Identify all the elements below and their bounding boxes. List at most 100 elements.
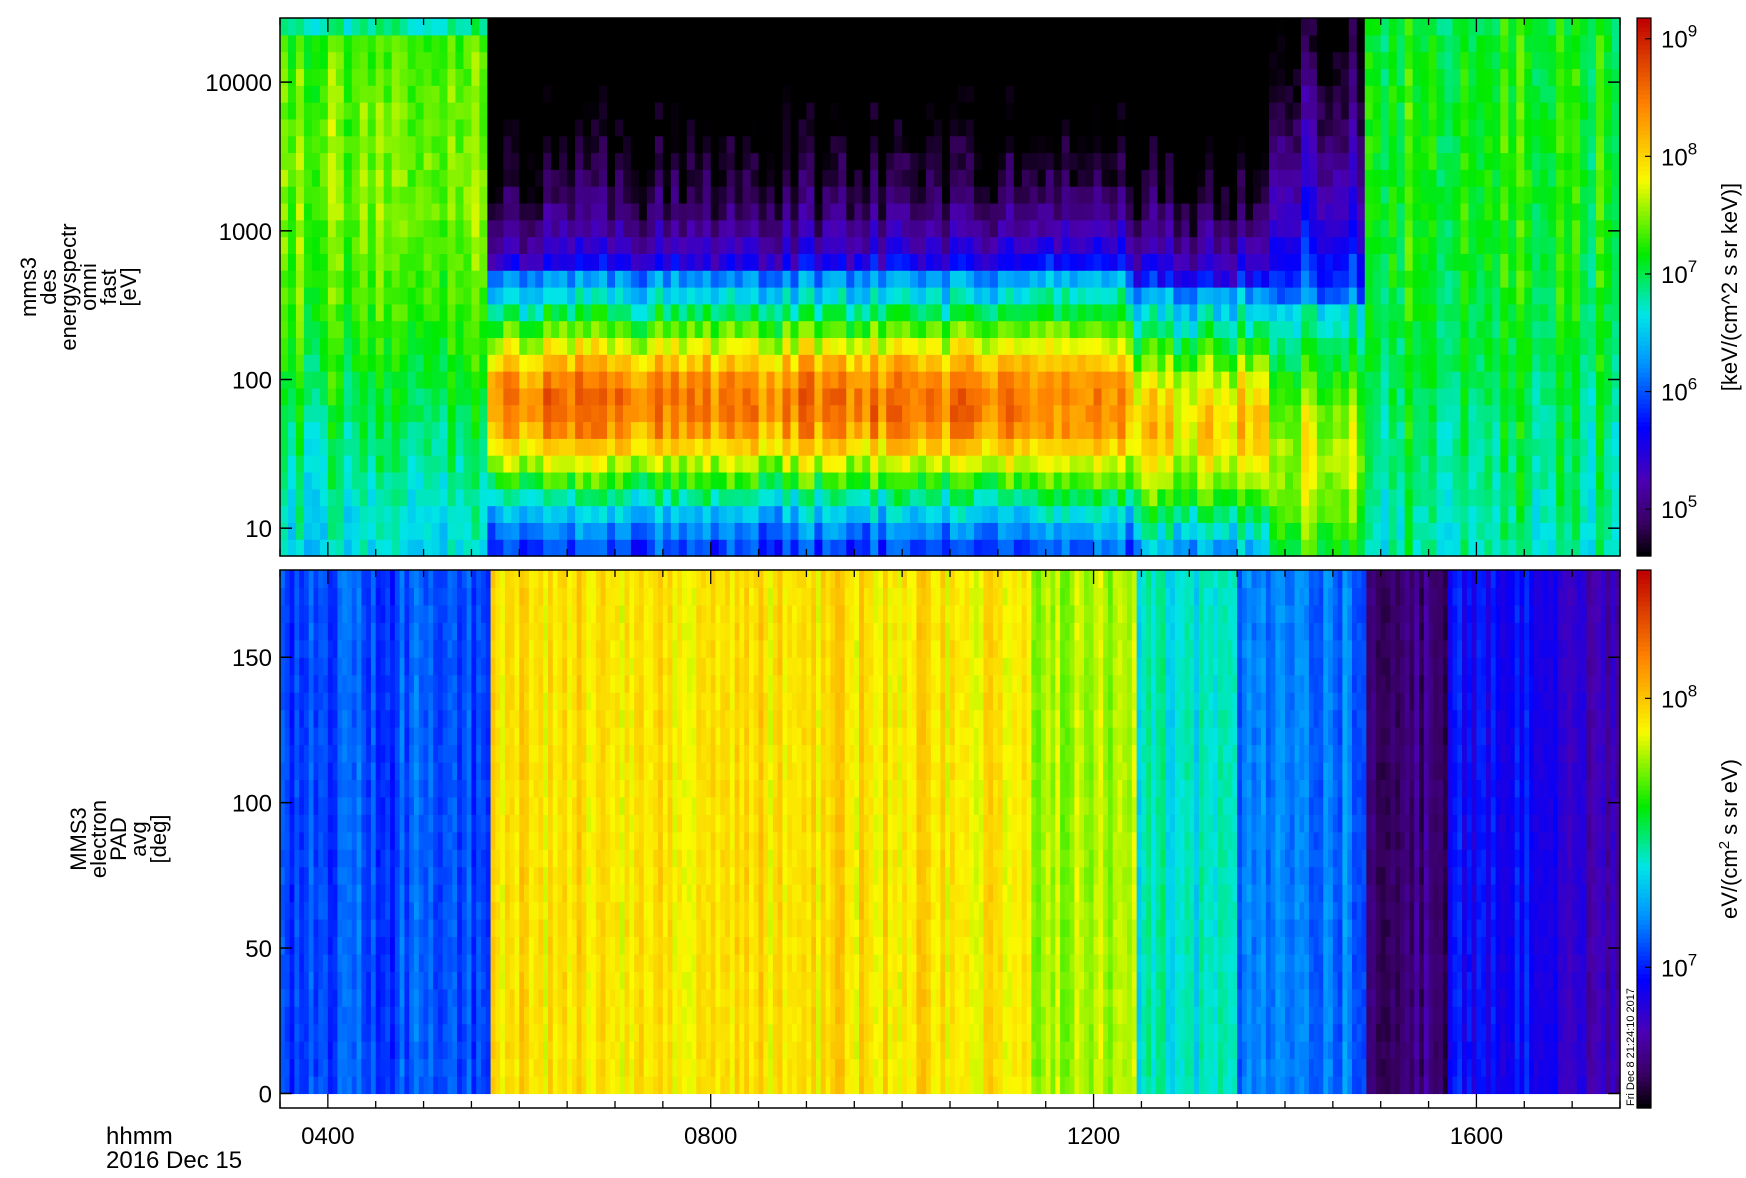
energy-heatmap-cell bbox=[814, 85, 823, 103]
energy-heatmap-cell bbox=[798, 421, 808, 439]
energy-heatmap-cell bbox=[1324, 102, 1334, 120]
energy-heatmap-cell bbox=[997, 85, 1007, 103]
energy-heatmap-cell bbox=[1500, 169, 1509, 187]
energy-heatmap-cell bbox=[622, 102, 632, 120]
energy-heatmap-cell bbox=[1484, 303, 1493, 322]
energy-heatmap-cell bbox=[630, 421, 640, 439]
energy-heatmap-cell bbox=[567, 85, 576, 103]
energy-heatmap-cell bbox=[1141, 219, 1151, 238]
energy-heatmap-cell bbox=[1005, 320, 1015, 339]
energy-heatmap-cell bbox=[351, 186, 361, 204]
energy-heatmap-cell bbox=[1356, 18, 1366, 36]
energy-heatmap-cell bbox=[407, 438, 417, 456]
energy-heatmap-cell bbox=[1189, 471, 1198, 490]
energy-heatmap-cell bbox=[1484, 522, 1493, 540]
energy-heatmap-cell bbox=[1516, 236, 1525, 254]
energy-heatmap-cell bbox=[782, 169, 792, 187]
energy-heatmap-cell bbox=[535, 287, 544, 305]
energy-heatmap-cell bbox=[1261, 152, 1270, 170]
energy-heatmap-cell bbox=[575, 118, 584, 137]
energy-heatmap-cell bbox=[1125, 102, 1135, 120]
energy-heatmap-cell bbox=[1380, 253, 1390, 271]
energy-heatmap-cell bbox=[830, 522, 839, 540]
energy-heatmap-cell bbox=[463, 85, 473, 103]
energy-heatmap-cell bbox=[734, 51, 744, 70]
energy-heatmap-cell bbox=[311, 152, 321, 170]
energy-heatmap-cell bbox=[1484, 51, 1493, 70]
energy-heatmap-cell bbox=[630, 202, 640, 221]
energy-heatmap-cell bbox=[367, 219, 377, 238]
energy-heatmap-cell bbox=[503, 303, 512, 322]
energy-heatmap-cell bbox=[1372, 169, 1382, 187]
energy-heatmap-cell bbox=[798, 253, 808, 271]
energy-heatmap-cell bbox=[1165, 219, 1174, 238]
energy-heatmap-cell bbox=[511, 135, 520, 154]
energy-heatmap-cell bbox=[1133, 102, 1143, 120]
energy-heatmap-cell bbox=[1516, 169, 1525, 187]
energy-heatmap-cell bbox=[1277, 152, 1286, 170]
energy-heatmap-cell bbox=[790, 455, 800, 473]
energy-heatmap-cell bbox=[1340, 51, 1350, 70]
energy-heatmap-cell bbox=[1500, 320, 1509, 339]
energy-heatmap-cell bbox=[311, 455, 321, 473]
energy-heatmap-cell bbox=[654, 371, 664, 389]
energy-heatmap-cell bbox=[1460, 488, 1470, 507]
energy-heatmap-cell bbox=[1396, 471, 1406, 490]
energy-heatmap-cell bbox=[287, 539, 297, 557]
energy-heatmap-cell bbox=[287, 51, 297, 70]
energy-heatmap-cell bbox=[1492, 539, 1501, 557]
energy-heatmap-cell bbox=[1221, 488, 1230, 507]
energy-heatmap-cell bbox=[1245, 539, 1254, 557]
energy-heatmap-cell bbox=[686, 320, 696, 339]
energy-heatmap-cell bbox=[1508, 371, 1517, 389]
energy-heatmap-cell bbox=[1356, 505, 1366, 523]
energy-heatmap-cell bbox=[981, 118, 991, 137]
energy-heatmap-cell bbox=[965, 253, 975, 271]
energy-heatmap-cell bbox=[1356, 354, 1366, 372]
energy-heatmap-cell bbox=[463, 421, 473, 439]
energy-heatmap-cell bbox=[1069, 118, 1079, 137]
energy-heatmap-cell bbox=[710, 186, 720, 204]
energy-heatmap-cell bbox=[798, 371, 808, 389]
energy-heatmap-cell bbox=[710, 337, 720, 355]
energy-heatmap-cell bbox=[607, 18, 616, 36]
energy-heatmap-cell bbox=[1516, 354, 1525, 372]
energy-heatmap-cell bbox=[407, 488, 417, 507]
energy-heatmap-cell bbox=[335, 186, 345, 204]
energy-heatmap-cell bbox=[926, 18, 935, 36]
energy-heatmap-cell bbox=[1444, 354, 1454, 372]
energy-heatmap-cell bbox=[1213, 169, 1222, 187]
energy-heatmap-cell bbox=[495, 270, 504, 288]
energy-heatmap-cell bbox=[1213, 85, 1222, 103]
energy-heatmap-cell bbox=[654, 18, 664, 36]
energy-heatmap-cell bbox=[1436, 522, 1446, 540]
energy-heatmap-cell bbox=[694, 421, 704, 439]
energy-heatmap-cell bbox=[1005, 118, 1015, 137]
energy-heatmap-cell bbox=[1468, 471, 1478, 490]
energy-heatmap-cell bbox=[1316, 253, 1326, 271]
energy-heatmap-cell bbox=[1237, 85, 1246, 103]
energy-heatmap-cell bbox=[1045, 219, 1055, 238]
energy-heatmap-cell bbox=[1093, 354, 1103, 372]
energy-heatmap-cell bbox=[886, 253, 895, 271]
energy-heatmap-cell bbox=[1452, 135, 1462, 154]
energy-heatmap-cell bbox=[415, 438, 425, 456]
energy-heatmap-cell bbox=[1261, 471, 1270, 490]
energy-heatmap-cell bbox=[1396, 522, 1406, 540]
energy-heatmap-cell bbox=[1460, 236, 1470, 254]
energy-heatmap-cell bbox=[1189, 287, 1198, 305]
energy-heatmap-cell bbox=[1173, 387, 1182, 406]
energy-heatmap-cell bbox=[981, 488, 991, 507]
energy-heatmap-cell bbox=[431, 236, 441, 254]
energy-heatmap-cell bbox=[399, 287, 409, 305]
energy-heatmap-cell bbox=[838, 135, 847, 154]
energy-heatmap-cell bbox=[383, 186, 393, 204]
energy-heatmap-cell bbox=[1292, 135, 1302, 154]
energy-heatmap-cell bbox=[1285, 505, 1294, 523]
energy-heatmap-cell bbox=[854, 118, 863, 137]
energy-heatmap-cell bbox=[359, 68, 369, 86]
energy-heatmap-cell bbox=[1069, 186, 1079, 204]
energy-heatmap-cell bbox=[423, 186, 433, 204]
energy-heatmap-cell bbox=[487, 354, 496, 372]
energy-heatmap-cell bbox=[957, 320, 967, 339]
